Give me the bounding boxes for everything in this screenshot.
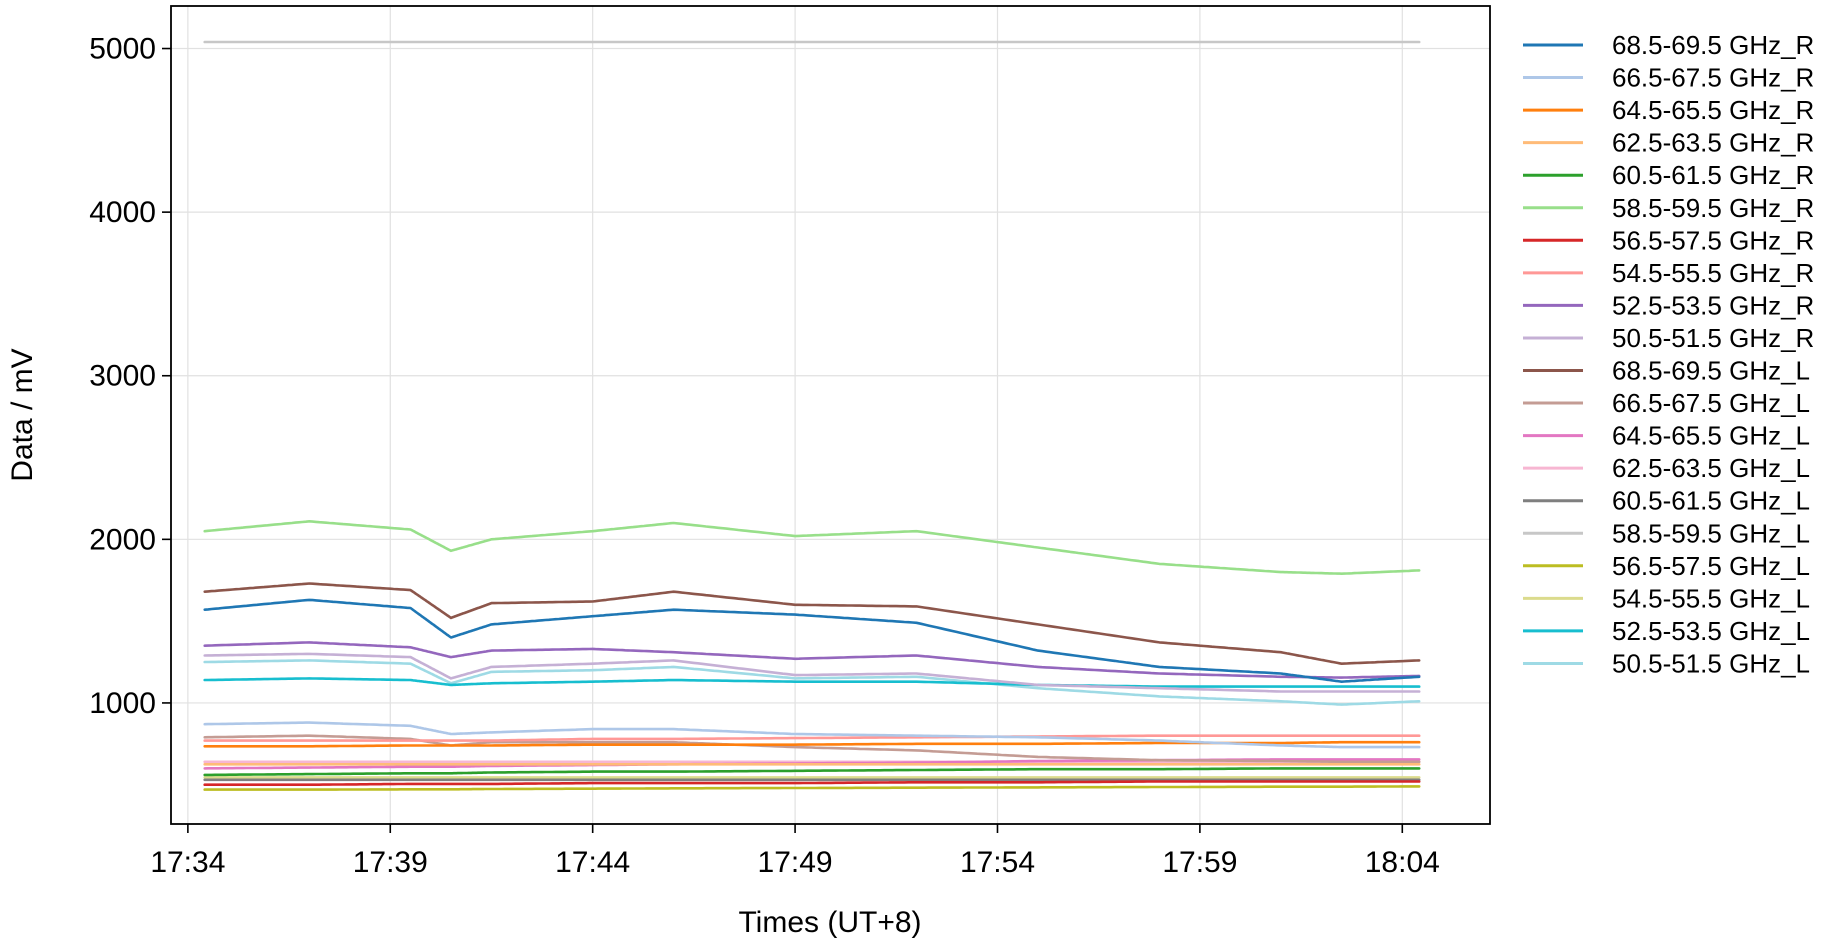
- series-line-7: [203, 734, 1421, 742]
- x-tick-label: 17:54: [960, 846, 1035, 879]
- legend-label: 54.5-55.5 GHz_L: [1612, 583, 1810, 613]
- legend: 68.5-69.5 GHz_R66.5-67.5 GHz_R64.5-65.5 …: [1523, 30, 1814, 678]
- y-axis-label: Data / mV: [6, 348, 39, 481]
- y-tick-label: 2000: [89, 523, 156, 556]
- legend-label: 58.5-59.5 GHz_R: [1612, 193, 1814, 223]
- y-tick-label: 4000: [89, 196, 156, 229]
- y-axis-ticks: 1000 2000 3000 4000 5000: [89, 33, 171, 720]
- series-line-9: [203, 652, 1421, 693]
- series-lines: [203, 40, 1421, 791]
- x-tick-label: 17:49: [758, 846, 833, 879]
- series-line-2: [203, 740, 1421, 748]
- legend-label: 60.5-61.5 GHz_L: [1612, 486, 1810, 516]
- series-line-4: [203, 767, 1421, 777]
- x-tick-label: 17:34: [150, 846, 225, 879]
- y-tick-label: 1000: [89, 687, 156, 720]
- series-line-18: [203, 677, 1421, 688]
- series-line-5: [203, 519, 1421, 576]
- legend-label: 66.5-67.5 GHz_L: [1612, 388, 1810, 418]
- y-tick-label: 5000: [89, 33, 156, 66]
- legend-label: 60.5-61.5 GHz_R: [1612, 160, 1814, 190]
- legend-label: 64.5-65.5 GHz_R: [1612, 95, 1814, 125]
- series-line-8: [203, 641, 1421, 679]
- legend-label: 66.5-67.5 GHz_R: [1612, 63, 1814, 93]
- plot-frame: [170, 5, 1491, 825]
- series-line-1: [203, 721, 1421, 749]
- x-tick-label: 17:44: [555, 846, 630, 879]
- legend-label: 52.5-53.5 GHz_L: [1612, 616, 1810, 646]
- x-axis-label: Times (UT+8): [738, 906, 921, 939]
- series-line-6: [203, 780, 1421, 787]
- x-tick-label: 17:59: [1162, 846, 1237, 879]
- legend-label: 54.5-55.5 GHz_R: [1612, 258, 1814, 288]
- legend-label: 56.5-57.5 GHz_L: [1612, 551, 1810, 581]
- y-tick-label: 3000: [89, 360, 156, 393]
- legend-label: 62.5-63.5 GHz_R: [1612, 128, 1814, 158]
- series-line-19: [203, 659, 1421, 706]
- legend-label: 50.5-51.5 GHz_L: [1612, 648, 1810, 678]
- grid-lines: [171, 6, 1490, 824]
- legend-label: 58.5-59.5 GHz_L: [1612, 518, 1810, 548]
- legend-label: 64.5-65.5 GHz_L: [1612, 421, 1810, 451]
- series-line-10: [203, 582, 1421, 666]
- legend-label: 50.5-51.5 GHz_R: [1612, 323, 1814, 353]
- legend-label: 52.5-53.5 GHz_R: [1612, 290, 1814, 320]
- legend-label: 68.5-69.5 GHz_R: [1612, 30, 1814, 60]
- x-tick-label: 17:39: [353, 846, 428, 879]
- legend-label: 56.5-57.5 GHz_R: [1612, 225, 1814, 255]
- x-axis-ticks: 17:34 17:39 17:44 17:49 17:54 17:59 18:04: [150, 824, 1440, 879]
- legend-label: 62.5-63.5 GHz_L: [1612, 453, 1810, 483]
- series-line-0: [203, 598, 1421, 684]
- x-tick-label: 18:04: [1365, 846, 1440, 879]
- legend-label: 68.5-69.5 GHz_L: [1612, 356, 1810, 386]
- series-line-16: [203, 785, 1421, 791]
